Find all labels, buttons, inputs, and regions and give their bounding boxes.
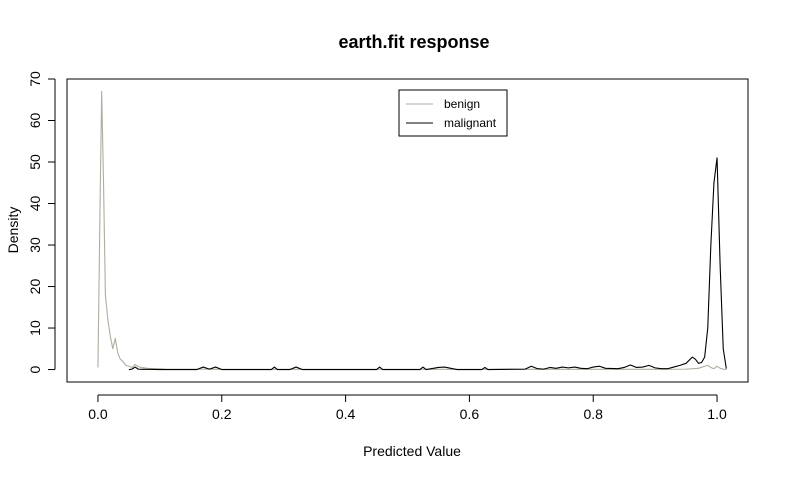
x-axis: 0.0 0.2 0.4 0.6 0.8 1.0 [88,394,727,422]
x-tick-label: 0.8 [583,406,603,422]
y-axis: 0 10 20 30 40 50 60 70 [27,71,56,373]
x-tick-label: 0.0 [88,406,108,422]
legend: benign malignant [398,89,508,137]
x-axis-label: Predicted Value [363,443,461,459]
y-tick-label: 50 [27,154,43,170]
legend-label-benign: benign [444,97,480,111]
y-tick-label: 10 [27,320,43,336]
y-tick-label: 60 [27,113,43,129]
chart-title: earth.fit response [338,32,489,52]
legend-box [398,89,508,137]
x-tick-label: 0.4 [336,406,356,422]
y-tick-label: 30 [27,237,43,253]
y-axis-label: Density [5,207,21,254]
legend-label-malignant: malignant [444,116,497,130]
y-tick-label: 20 [27,279,43,295]
plot-area [66,78,749,383]
x-tick-label: 1.0 [707,406,727,422]
plot-box [66,78,749,383]
x-tick-label: 0.6 [460,406,480,422]
series-line-malignant [128,157,727,371]
y-tick-label: 0 [27,365,43,373]
y-tick-label: 40 [27,196,43,212]
x-tick-label: 0.2 [212,406,232,422]
y-tick-label: 70 [27,71,43,87]
series-group [97,90,727,371]
